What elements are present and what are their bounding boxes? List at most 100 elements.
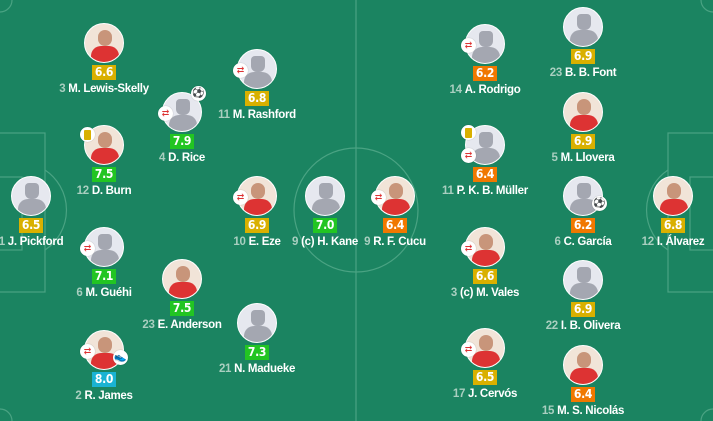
player-home[interactable]: 7.3 21 N. Madueke xyxy=(202,303,312,376)
player-away[interactable]: 6.2 6 C. García ⚽ xyxy=(528,176,638,249)
player-name-text: I. B. Olivera xyxy=(560,320,621,332)
player-avatar xyxy=(162,259,202,299)
shirt-number: 3 xyxy=(450,287,458,299)
player-name-text: J. Cervós xyxy=(468,388,518,400)
rating-badge: 6.5 xyxy=(472,370,498,385)
rating-badge: 6.8 xyxy=(244,91,270,106)
yellow-card-icon xyxy=(461,125,476,140)
player-name: 23 E. Anderson xyxy=(127,319,237,332)
player-away[interactable]: 6.6 3 (c) M. Vales ⇄ xyxy=(430,227,540,300)
shirt-number: 6 xyxy=(76,287,83,299)
substitution-icon: ⇄ xyxy=(233,190,248,205)
player-away[interactable]: 6.4 15 M. S. Nicolás xyxy=(528,345,638,418)
shirt-number: 11 xyxy=(218,109,230,121)
substitution-icon: ⇄ xyxy=(80,344,95,359)
player-away[interactable]: 6.4 11 P. K. B. Müller ⇄ xyxy=(430,125,540,198)
player-avatar xyxy=(84,125,124,165)
substitution-icon: ⇄ xyxy=(461,342,476,357)
rating-badge: 6.4 xyxy=(472,167,498,182)
player-home[interactable]: 6.9 10 E. Eze ⇄ xyxy=(202,176,312,249)
substitution-icon: ⇄ xyxy=(461,38,476,53)
player-home[interactable]: 7.9 4 D. Rice ⇄ ⚽ xyxy=(127,86,237,165)
player-avatar xyxy=(11,176,51,216)
player-name: 6 M. Guéhi xyxy=(49,287,159,300)
player-home[interactable]: 7.5 23 E. Anderson xyxy=(127,259,237,332)
substitution-icon: ⇄ xyxy=(371,190,386,205)
shirt-number: 3 xyxy=(59,83,66,95)
player-name: 3 M. Lewis-Skelly xyxy=(49,83,159,96)
player-avatar xyxy=(237,303,277,343)
rating-badge: 7.1 xyxy=(91,269,117,284)
player-name-text: D. Rice xyxy=(168,152,205,164)
player-name-text: M. S. Nicolás xyxy=(557,405,625,417)
yellow-card-icon xyxy=(80,127,95,142)
shirt-number: 4 xyxy=(159,152,166,164)
player-away[interactable]: 6.4 9 R. F. Cucu ⇄ xyxy=(340,176,450,249)
player-name-text: E. Eze xyxy=(248,236,281,248)
player-name-text: M. Rashford xyxy=(232,109,296,121)
player-name-text: R. F. Cucu xyxy=(373,236,426,248)
player-avatar xyxy=(84,23,124,63)
shirt-number: 23 xyxy=(549,67,563,79)
player-avatar xyxy=(563,345,603,385)
rating-badge: 6.6 xyxy=(472,269,498,284)
player-away[interactable]: 6.9 23 B. B. Font xyxy=(528,7,638,80)
rating-badge: 7.0 xyxy=(312,218,338,233)
player-home[interactable]: 7.5 12 D. Burn xyxy=(49,125,159,198)
shirt-number: 9 xyxy=(292,236,299,248)
shirt-number: 17 xyxy=(452,388,466,400)
player-name: 9 (c) H. Kane xyxy=(270,236,380,249)
shirt-number: 14 xyxy=(449,84,463,96)
rating-badge: 6.9 xyxy=(570,302,596,317)
player-name: 23 B. B. Font xyxy=(528,67,638,80)
player-away[interactable]: 6.9 22 I. B. Olivera xyxy=(528,260,638,333)
player-away[interactable]: 6.9 5 M. Llovera xyxy=(528,92,638,165)
player-name-text: P. K. B. Müller xyxy=(456,185,529,197)
shirt-number: 12 xyxy=(76,185,90,197)
player-avatar xyxy=(653,176,693,216)
player-away[interactable]: 6.5 17 J. Cervós ⇄ xyxy=(430,328,540,401)
player-home[interactable]: 6.8 11 M. Rashford ⇄ xyxy=(202,49,312,122)
rating-badge: 8.0 xyxy=(91,372,117,387)
player-home[interactable]: 6.5 1 J. Pickford xyxy=(0,176,86,249)
rating-badge: 6.9 xyxy=(570,49,596,64)
shirt-number: 2 xyxy=(75,390,82,402)
shirt-number: 11 xyxy=(442,185,454,197)
player-name: 1 J. Pickford xyxy=(0,236,86,249)
player-name: 10 E. Eze xyxy=(202,236,312,249)
player-name-text: I. Álvarez xyxy=(656,236,705,248)
player-home[interactable]: 6.6 3 M. Lewis-Skelly xyxy=(49,23,159,96)
player-avatar xyxy=(305,176,345,216)
player-home[interactable]: 7.0 9 (c) H. Kane xyxy=(270,176,380,249)
rating-badge: 7.5 xyxy=(91,167,117,182)
player-name-text: J. Pickford xyxy=(7,236,64,248)
player-name: 5 M. Llovera xyxy=(528,152,638,165)
player-name-text: C. García xyxy=(563,236,612,248)
rating-badge: 6.4 xyxy=(570,387,596,402)
player-name: 22 I. B. Olivera xyxy=(528,320,638,333)
rating-badge: 6.5 xyxy=(18,218,44,233)
player-home[interactable]: 8.0 2 R. James ⇄ 👟 xyxy=(49,330,159,403)
shirt-number: 1 xyxy=(0,236,5,248)
rating-badge: 6.2 xyxy=(472,66,498,81)
shirt-number: 21 xyxy=(218,363,232,375)
substitution-icon: ⇄ xyxy=(80,241,95,256)
player-name-text: A. Rodrigo xyxy=(464,84,521,96)
player-away[interactable]: 6.2 14 A. Rodrigo ⇄ xyxy=(430,24,540,97)
rating-badge: 6.2 xyxy=(570,218,596,233)
rating-badge: 7.9 xyxy=(169,134,195,149)
shirt-number: 23 xyxy=(142,319,155,331)
player-home[interactable]: 7.1 6 M. Guéhi ⇄ xyxy=(49,227,159,300)
player-name: 11 P. K. B. Müller xyxy=(430,185,540,198)
substitution-icon: ⇄ xyxy=(461,148,476,163)
player-away[interactable]: 6.8 12 I. Álvarez xyxy=(618,176,713,249)
player-name: 14 A. Rodrigo xyxy=(430,84,540,97)
player-name-text: D. Burn xyxy=(91,185,132,197)
player-name: 21 N. Madueke xyxy=(202,363,312,376)
rating-badge: 7.5 xyxy=(169,301,195,316)
player-name-text: M. Llovera xyxy=(560,152,615,164)
player-name-text: (c) M. Vales xyxy=(460,287,520,299)
shirt-number: 6 xyxy=(554,236,561,248)
substitution-icon: ⇄ xyxy=(158,106,173,121)
rating-badge: 6.6 xyxy=(91,65,117,80)
